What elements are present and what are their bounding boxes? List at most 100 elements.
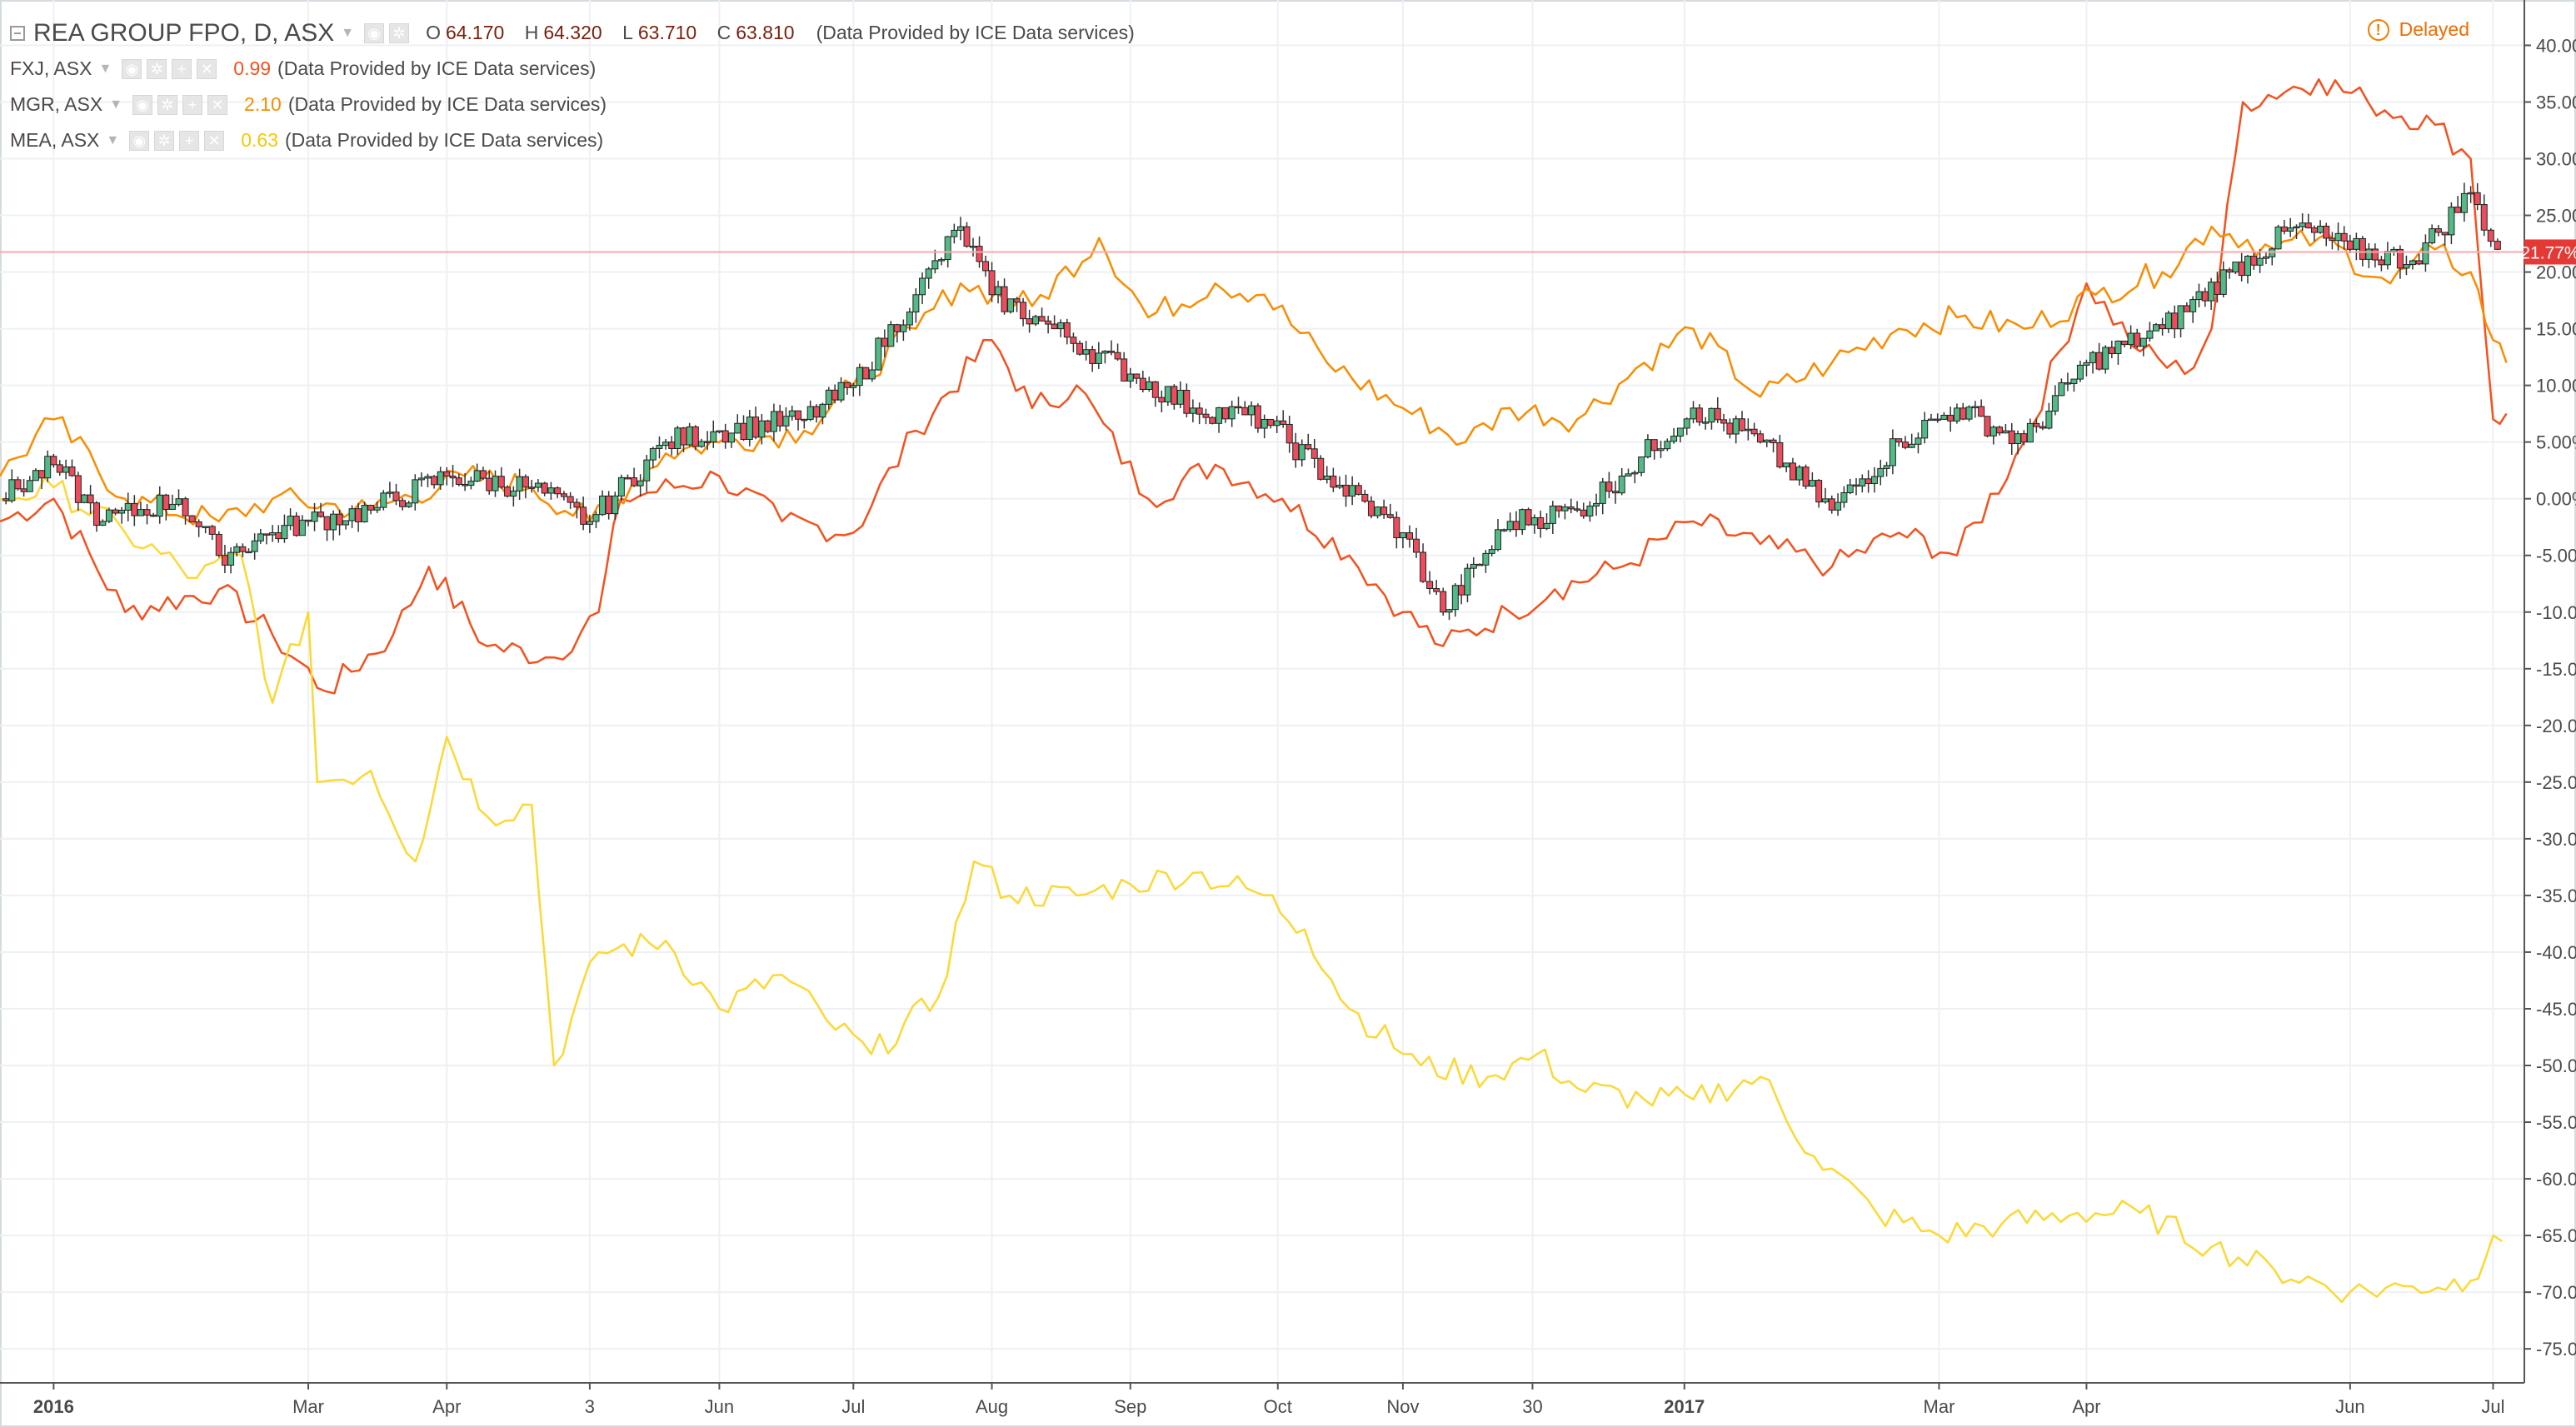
series-line-fxj[interactable] — [0, 77, 2508, 695]
data-source-note: (Data Provided by ICE Data services) — [284, 129, 604, 151]
close-icon[interactable]: ✕ — [207, 94, 228, 115]
candle — [2378, 256, 2385, 272]
candle — [1196, 402, 1203, 425]
candle — [2134, 328, 2141, 349]
candle — [2039, 421, 2046, 431]
gear-icon[interactable]: ✲ — [154, 130, 175, 151]
candle — [195, 519, 202, 537]
gear-icon[interactable]: ✲ — [389, 22, 410, 43]
y-tick-label: 30.00% — [2536, 148, 2576, 169]
candle — [317, 502, 325, 518]
collapse-legend-icon[interactable] — [10, 25, 25, 41]
eye-icon[interactable]: ◉ — [132, 94, 153, 115]
candle — [182, 496, 189, 525]
candle — [2494, 238, 2501, 251]
candle — [881, 329, 888, 358]
compare-legend-mea[interactable]: MEA, ASX ▼ ◉ ✲ + ✕ 0.63 (Data Provided b… — [10, 122, 1135, 158]
compare-value-mea: 0.63 — [241, 129, 278, 151]
candle — [87, 485, 94, 514]
candle — [1413, 527, 1420, 558]
candle — [1895, 438, 1903, 447]
candle — [1670, 427, 1678, 444]
candle — [686, 422, 693, 447]
candle — [2287, 217, 2294, 237]
candle — [1549, 501, 1556, 535]
data-source-note: (Data Provided by ICE Data services) — [816, 22, 1135, 43]
candle — [1095, 342, 1102, 369]
candle — [1776, 434, 1784, 469]
data-source-note: (Data Provided by ICE Data services) — [277, 57, 597, 79]
candle — [1470, 556, 1477, 578]
candle — [1840, 486, 1848, 508]
candle — [2095, 342, 2103, 371]
candle — [361, 501, 368, 523]
eye-icon[interactable]: ◉ — [122, 58, 142, 79]
series-line-mgr[interactable] — [0, 225, 2508, 526]
plus-icon[interactable]: + — [182, 94, 203, 115]
chart-grid — [0, 0, 2524, 1383]
eye-icon[interactable]: ◉ — [129, 130, 150, 151]
candle — [1280, 410, 1287, 428]
candle — [2396, 245, 2404, 279]
main-series-legend[interactable]: REA GROUP FPO, D, ASX ▼ ◉ ✲ O 64.170 H 64.… — [10, 15, 1135, 51]
candle — [305, 519, 312, 526]
candle — [2403, 255, 2410, 276]
low-value: 63.710 — [637, 22, 697, 43]
candle — [2460, 182, 2468, 222]
compare-symbol-mgr[interactable]: MGR, ASX — [10, 93, 103, 115]
close-icon[interactable]: ✕ — [204, 130, 225, 151]
candle — [227, 547, 235, 574]
y-tick-label: -30.00% — [2536, 829, 2576, 850]
candle — [1248, 401, 1256, 427]
candle — [599, 490, 607, 516]
candle — [2121, 340, 2129, 348]
compare-symbol-fxj[interactable]: FXJ, ASX — [10, 57, 92, 79]
chevron-down-icon[interactable]: ▼ — [109, 97, 123, 112]
candle — [1889, 429, 1896, 475]
candle — [1756, 430, 1764, 444]
candle — [1714, 397, 1721, 423]
gear-icon[interactable]: ✲ — [147, 58, 167, 79]
candle — [1965, 405, 1973, 422]
candle — [156, 486, 163, 524]
candle — [202, 526, 209, 534]
candle — [118, 506, 126, 524]
candle — [342, 520, 350, 530]
candle — [2434, 224, 2442, 237]
candle — [2365, 242, 2373, 268]
candle — [1770, 437, 1777, 453]
candle — [2189, 296, 2197, 323]
candle — [1171, 384, 1178, 410]
candle — [386, 481, 393, 498]
x-tick-label: Oct — [1264, 1396, 1292, 1417]
candle — [281, 514, 288, 543]
y-tick-label: -25.00% — [2536, 772, 2576, 793]
candle — [2422, 234, 2429, 272]
candle — [1082, 341, 1090, 361]
chevron-down-icon[interactable]: ▼ — [98, 61, 112, 76]
candle — [554, 486, 562, 498]
gear-icon[interactable]: ✲ — [157, 94, 178, 115]
chevron-down-icon[interactable]: ▼ — [341, 25, 355, 40]
chevron-down-icon[interactable]: ▼ — [106, 132, 120, 147]
eye-icon[interactable]: ◉ — [364, 22, 385, 43]
compare-legend-mgr[interactable]: MGR, ASX ▼ ◉ ✲ + ✕ 2.10 (Data Provided b… — [10, 87, 1135, 122]
candle — [32, 468, 39, 481]
candle — [2429, 224, 2436, 245]
candle — [2262, 251, 2269, 265]
plus-icon[interactable]: + — [179, 130, 200, 151]
candle — [1330, 467, 1337, 492]
compare-legend-fxj[interactable]: FXJ, ASX ▼ ◉ ✲ + ✕ 0.99 (Data Provided b… — [10, 51, 1135, 87]
candle — [1216, 407, 1223, 433]
x-tick-label: Jun — [2335, 1396, 2364, 1417]
plus-icon[interactable]: + — [172, 58, 192, 79]
last-value-label: 21.77% — [2520, 243, 2576, 262]
compare-symbol-mea[interactable]: MEA, ASX — [10, 129, 100, 151]
close-icon[interactable]: ✕ — [197, 58, 217, 79]
candle — [1978, 399, 1985, 417]
series-line-mea[interactable] — [0, 476, 2503, 1304]
candle — [1076, 340, 1084, 356]
delayed-badge[interactable]: ! Delayed — [2367, 18, 2469, 41]
main-symbol-title[interactable]: REA GROUP FPO, D, ASX — [33, 18, 335, 47]
